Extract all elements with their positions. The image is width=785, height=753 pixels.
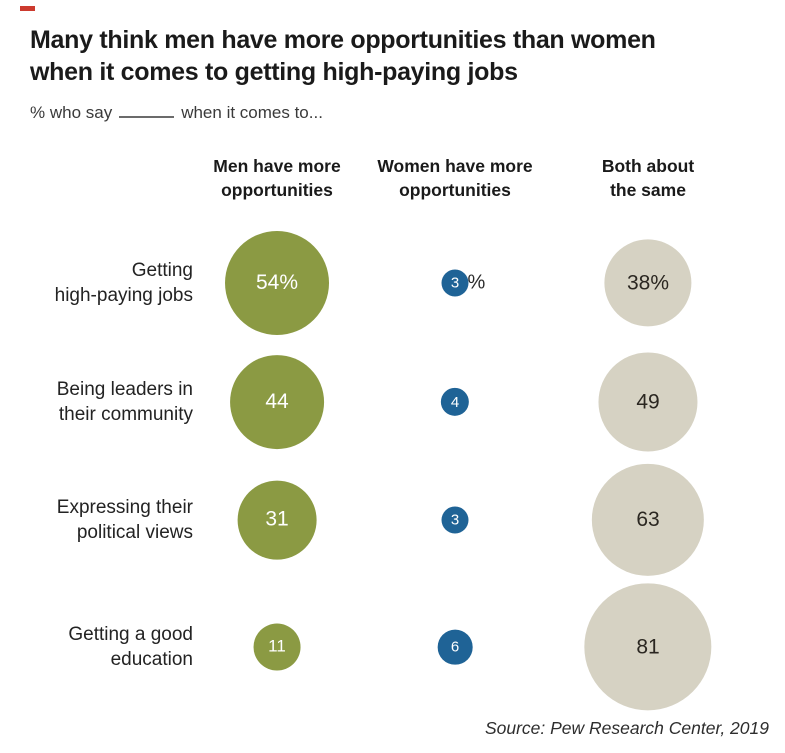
- row-label: Getting a good education: [68, 623, 193, 670]
- data-bubble: 63: [591, 463, 705, 577]
- data-bubble: 44: [230, 355, 324, 449]
- column-header: Women have more opportunities: [377, 156, 533, 200]
- chart-title: Many think men have more opportunities t…: [30, 24, 760, 88]
- data-bubble: 54%: [225, 231, 329, 335]
- subtitle-suffix: when it comes to...: [181, 103, 323, 122]
- fill-in-blank-line: [119, 103, 175, 118]
- column-header: Both about the same: [601, 156, 695, 200]
- row-label: Getting high-paying jobs: [54, 259, 193, 306]
- data-bubble: 38%: [604, 239, 692, 327]
- column-header: Men have more opportunities: [213, 156, 341, 200]
- title-line-2: when it comes to getting high-paying job…: [30, 58, 518, 86]
- data-bubble: 49: [598, 352, 698, 452]
- row-label: Being leaders in their community: [56, 378, 193, 425]
- data-bubble: 3: [441, 506, 469, 534]
- data-bubble: 4: [440, 387, 470, 417]
- title-line-1: Many think men have more opportunities t…: [30, 26, 656, 54]
- data-bubble: 6: [437, 629, 473, 665]
- data-bubble: 11: [253, 623, 301, 671]
- data-bubble: 31: [237, 480, 317, 560]
- data-bubble: 81: [584, 583, 712, 711]
- row-label: Expressing their political views: [56, 496, 193, 543]
- chart-subtitle: % who say when it comes to...: [30, 103, 323, 123]
- data-bubble: 3: [441, 269, 469, 297]
- brand-dash: [20, 6, 35, 11]
- bubble-percent-suffix: %: [467, 271, 486, 294]
- subtitle-prefix: % who say: [30, 103, 113, 122]
- source-note: Source: Pew Research Center, 2019: [484, 718, 769, 738]
